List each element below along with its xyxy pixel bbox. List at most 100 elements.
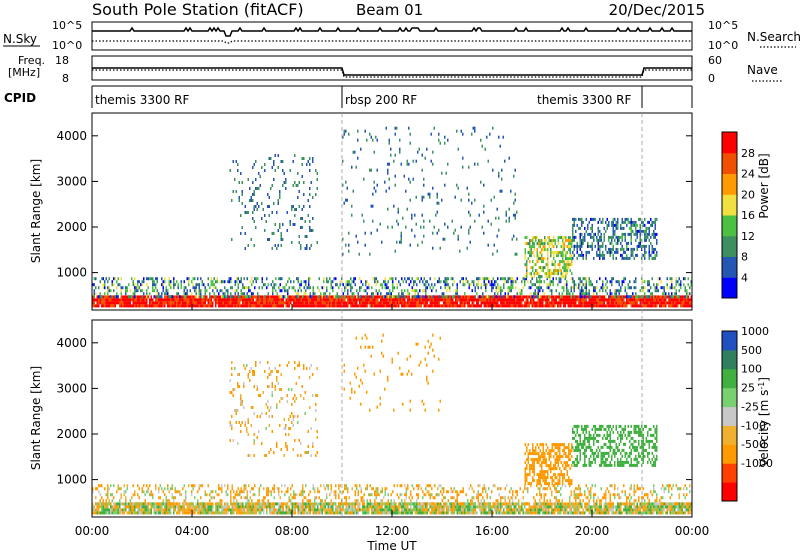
echo-cell [536, 286, 538, 290]
echo-cell [549, 511, 551, 515]
echo-cell [597, 508, 599, 512]
echo-cell [405, 508, 407, 512]
echo-cell [117, 511, 119, 515]
echo-cell [468, 231, 470, 235]
echo-cell [264, 169, 266, 172]
echo-cell [253, 205, 255, 208]
echo-cell [399, 295, 401, 299]
echo-cell [582, 295, 584, 299]
echo-cell [96, 508, 98, 512]
echo-cell [453, 505, 455, 509]
echo-cell [618, 304, 620, 308]
echo-cell [309, 301, 311, 305]
echo-cell [542, 245, 544, 249]
echo-cell [249, 511, 251, 515]
echo-cell [554, 239, 556, 243]
echo-cell [189, 301, 191, 305]
echo-cell [591, 217, 593, 221]
echo-cell [588, 505, 590, 509]
echo-cell [617, 295, 619, 299]
echo-cell [611, 235, 613, 239]
echo-cell [158, 502, 160, 506]
echo-cell [572, 304, 574, 308]
echo-cell [168, 508, 170, 512]
echo-cell [365, 298, 367, 302]
echo-cell [293, 301, 295, 305]
echo-cell [566, 260, 568, 264]
echo-cell [144, 298, 146, 302]
echo-cell [678, 301, 680, 305]
power-colorbar-tick: 24 [741, 168, 755, 181]
echo-cell [429, 505, 431, 509]
echo-cell [321, 304, 323, 308]
echo-cell [606, 217, 608, 221]
echo-cell [623, 232, 625, 236]
echo-cell [234, 301, 236, 305]
echo-cell [609, 289, 611, 293]
echo-cell [291, 508, 293, 512]
echo-cell [258, 505, 260, 509]
echo-cell [309, 298, 311, 302]
echo-cell [446, 304, 448, 308]
echo-cell [237, 298, 239, 302]
echo-cell [624, 232, 626, 236]
echo-cell [268, 157, 270, 160]
echo-cell [200, 304, 202, 308]
echo-cell [153, 289, 155, 293]
echo-cell [633, 304, 635, 308]
echo-cell [296, 505, 298, 509]
echo-cell [177, 505, 179, 509]
echo-cell [526, 266, 528, 270]
echo-cell [629, 280, 631, 284]
echo-cell [578, 286, 580, 290]
echo-cell [531, 298, 533, 302]
echo-cell [513, 505, 515, 509]
echo-cell [548, 269, 550, 273]
echo-cell [546, 286, 548, 290]
echo-cell [496, 234, 498, 238]
echo-cell [564, 508, 566, 512]
echo-cell [303, 280, 305, 284]
echo-cell [350, 508, 352, 512]
echo-cell [633, 256, 635, 260]
echo-cell [394, 132, 396, 136]
echo-cell [582, 298, 584, 302]
echo-cell [514, 198, 516, 202]
echo-cell [287, 280, 289, 284]
echo-cell [278, 502, 280, 506]
echo-cell [284, 289, 286, 293]
echo-cell [326, 295, 328, 299]
echo-cell [360, 286, 362, 290]
echo-cell [201, 508, 203, 512]
echo-cell [541, 266, 543, 270]
echo-cell [573, 502, 575, 506]
echo-cell [483, 301, 485, 305]
echo-cell [336, 295, 338, 299]
echo-cell [485, 283, 487, 287]
echo-cell [560, 269, 562, 273]
echo-cell [237, 292, 239, 296]
echo-cell [386, 511, 388, 515]
echo-cell [308, 508, 310, 512]
echo-cell [422, 508, 424, 512]
echo-cell [279, 298, 281, 302]
echo-cell [510, 505, 512, 509]
echo-cell [105, 304, 107, 308]
echo-cell [344, 508, 346, 512]
echo-cell [642, 280, 644, 284]
echo-cell [599, 502, 601, 506]
echo-cell [227, 292, 229, 296]
echo-cell [591, 241, 593, 245]
echo-cell [252, 193, 254, 196]
echo-cell [449, 289, 451, 293]
echo-cell [611, 301, 613, 305]
echo-cell [371, 304, 373, 308]
echo-cell [663, 301, 665, 305]
echo-cell [279, 295, 281, 299]
echo-cell [399, 505, 401, 509]
echo-cell [353, 277, 355, 281]
echo-cell [168, 301, 170, 305]
echo-cell [539, 508, 541, 512]
echo-cell [603, 238, 605, 242]
